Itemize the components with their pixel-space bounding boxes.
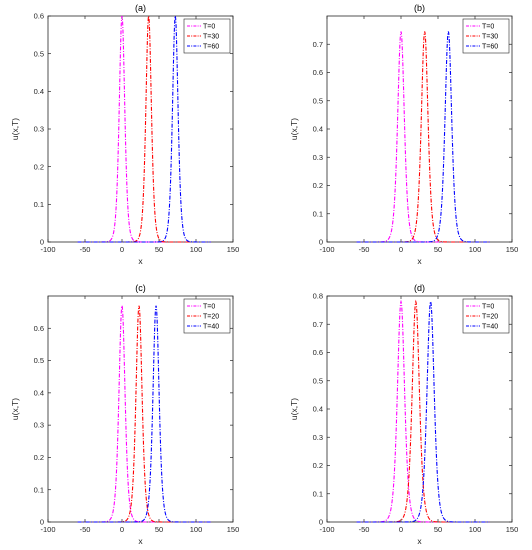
legend-label: T=40 xyxy=(203,324,219,331)
y-tick-label: 0.1 xyxy=(313,489,323,498)
x-tick-label: 0 xyxy=(120,525,124,534)
y-tick-label: 0.5 xyxy=(313,376,323,385)
x-tick-label: 150 xyxy=(227,525,240,534)
y-tick-label: 0.4 xyxy=(313,125,323,134)
series-line xyxy=(77,305,211,523)
chart-panel: -100 -50 0 50 100 150 0 0.1 0.2 0.3 0.4 0.5 0.6 0.7 0.… xyxy=(289,283,518,546)
y-tick-label: 0.8 xyxy=(313,292,323,301)
chart-title: (c) xyxy=(135,283,146,293)
chart-title: (b) xyxy=(414,3,425,13)
x-tick-label: -100 xyxy=(319,525,334,534)
x-tick-label: 100 xyxy=(469,525,482,534)
y-tick-label: 0.3 xyxy=(313,433,323,442)
chart-title: (a) xyxy=(135,3,146,13)
legend-label: T=20 xyxy=(482,314,498,321)
series-line xyxy=(77,305,211,523)
y-tick-label: 0.2 xyxy=(313,461,323,470)
legend-label: T=0 xyxy=(482,304,494,311)
x-tick-label: -50 xyxy=(359,525,370,534)
chart-panel: -100 -50 0 50 100 150 0 0.1 0.2 0.3 0.4 0.5 0.6 (c) x u… xyxy=(10,283,239,546)
chart-title: (d) xyxy=(414,283,425,293)
y-tick-label: 0.1 xyxy=(34,200,44,209)
x-tick-label: 100 xyxy=(469,245,482,254)
x-axis-label: x xyxy=(417,536,422,546)
y-tick-label: 0 xyxy=(319,238,323,247)
legend-label: T=60 xyxy=(482,44,498,51)
chart-panel: -100 -50 0 50 100 150 0 0.1 0.2 0.3 0.4 0.5 0.6 0.7 (b… xyxy=(289,3,518,266)
x-tick-label: 50 xyxy=(155,245,163,254)
series-line xyxy=(356,299,490,523)
x-tick-label: 0 xyxy=(399,525,403,534)
series-line xyxy=(77,305,211,523)
x-tick-label: 50 xyxy=(155,525,163,534)
y-tick-label: 0.3 xyxy=(34,125,44,134)
y-tick-label: 0.3 xyxy=(313,153,323,162)
y-axis-label: u(x,T) xyxy=(10,118,20,140)
y-tick-label: 0 xyxy=(40,518,44,527)
y-tick-label: 0.5 xyxy=(313,96,323,105)
y-tick-label: 0.7 xyxy=(313,320,323,329)
x-tick-label: 150 xyxy=(506,525,519,534)
y-tick-label: 0.3 xyxy=(34,421,44,430)
y-tick-label: 0.2 xyxy=(313,181,323,190)
x-tick-label: 0 xyxy=(399,245,403,254)
y-tick-label: 0.2 xyxy=(34,162,44,171)
y-tick-label: 0.5 xyxy=(34,49,44,58)
y-tick-label: 0.1 xyxy=(34,485,44,494)
x-tick-label: -50 xyxy=(359,245,370,254)
y-tick-label: 0.2 xyxy=(34,453,44,462)
x-tick-label: 100 xyxy=(190,245,203,254)
y-tick-label: 0.4 xyxy=(34,388,44,397)
x-tick-label: -50 xyxy=(80,525,91,534)
series-line xyxy=(356,299,490,523)
y-axis-label: u(x,T) xyxy=(289,118,299,140)
series-line xyxy=(356,31,490,243)
legend-label: T=0 xyxy=(203,304,215,311)
x-tick-label: 150 xyxy=(506,245,519,254)
y-tick-label: 0 xyxy=(319,518,323,527)
x-tick-label: 50 xyxy=(434,245,442,254)
x-tick-label: -50 xyxy=(80,245,91,254)
x-axis-label: x xyxy=(417,256,422,266)
y-tick-label: 0.6 xyxy=(313,68,323,77)
x-tick-label: 0 xyxy=(120,245,124,254)
y-tick-label: 0.5 xyxy=(34,356,44,365)
y-tick-label: 0.4 xyxy=(34,87,44,96)
x-tick-label: -100 xyxy=(40,525,55,534)
y-tick-label: 0.7 xyxy=(313,40,323,49)
y-tick-label: 0 xyxy=(40,238,44,247)
legend-label: T=40 xyxy=(482,324,498,331)
y-axis-label: u(x,T) xyxy=(10,398,20,420)
x-axis-label: x xyxy=(138,536,143,546)
x-tick-label: 100 xyxy=(190,525,203,534)
x-tick-label: -100 xyxy=(319,245,334,254)
chart-panel: -100 -50 0 50 100 150 0 0.1 0.2 0.3 0.4 0.5 0.6 (a) x u… xyxy=(10,3,239,266)
y-tick-label: 0.4 xyxy=(313,405,323,414)
legend-label: T=30 xyxy=(203,34,219,41)
x-tick-label: -100 xyxy=(40,245,55,254)
series-line xyxy=(356,299,490,523)
legend-label: T=30 xyxy=(482,34,498,41)
legend-label: T=60 xyxy=(203,44,219,51)
y-tick-label: 0.6 xyxy=(34,324,44,333)
legend-label: T=20 xyxy=(203,314,219,321)
x-axis-label: x xyxy=(138,256,143,266)
series-line xyxy=(356,31,490,243)
legend-label: T=0 xyxy=(203,24,215,31)
y-tick-label: 0.6 xyxy=(313,348,323,357)
series-line xyxy=(77,15,211,243)
x-tick-label: 50 xyxy=(434,525,442,534)
y-axis-label: u(x,T) xyxy=(289,398,299,420)
legend-label: T=0 xyxy=(482,24,494,31)
y-tick-label: 0.6 xyxy=(34,12,44,21)
y-tick-label: 0.1 xyxy=(313,209,323,218)
x-tick-label: 150 xyxy=(227,245,240,254)
